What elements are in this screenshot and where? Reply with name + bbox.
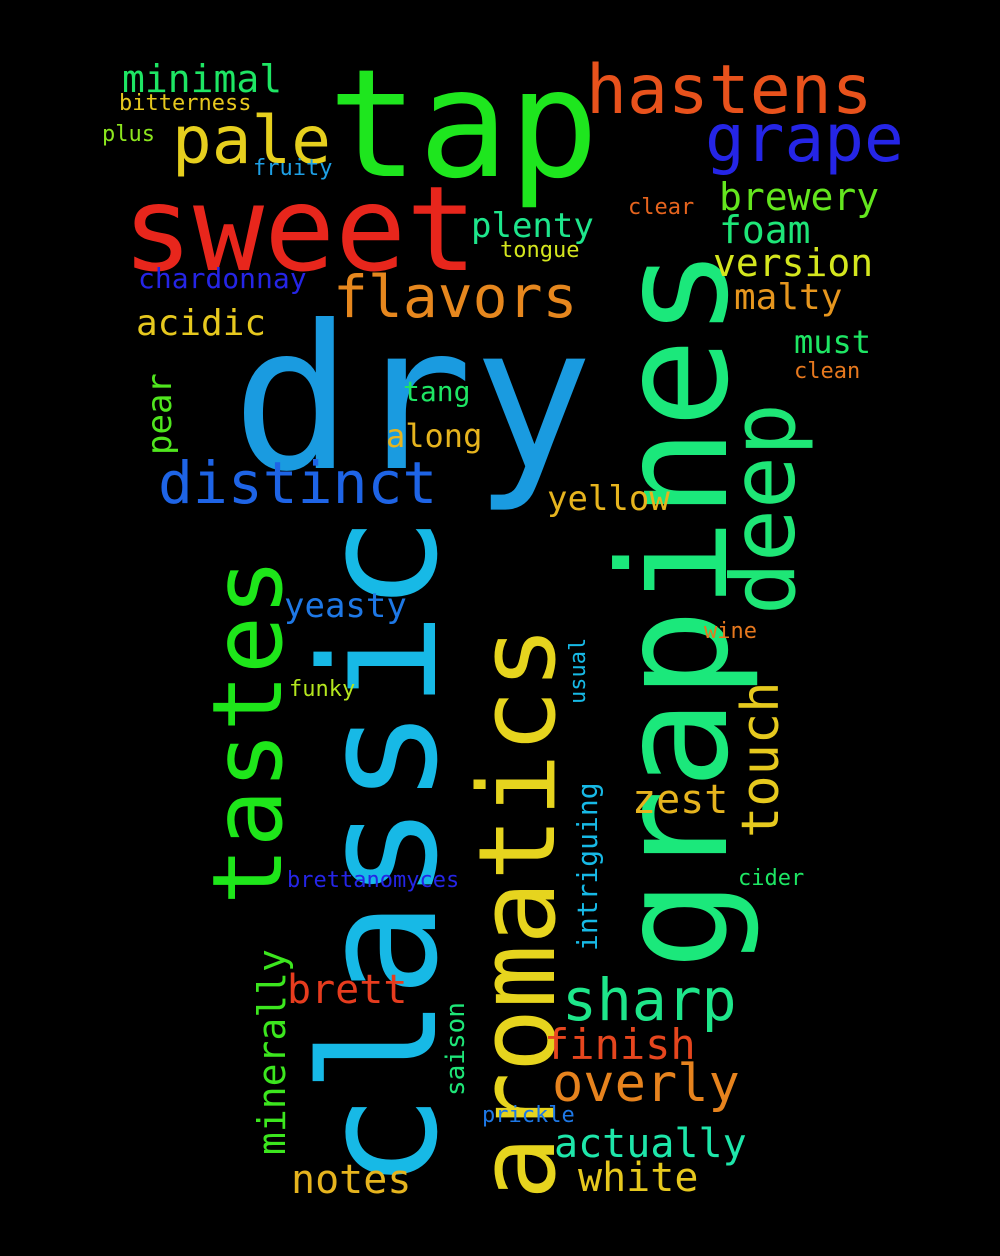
word-notes: notes xyxy=(291,1157,412,1203)
word-wine: wine xyxy=(704,619,757,644)
word-foam: foam xyxy=(719,208,811,252)
word-clean: clean xyxy=(794,359,861,384)
word-pear: pear xyxy=(140,373,180,455)
word-tap: tap xyxy=(328,38,599,212)
word-flavors: flavors xyxy=(333,263,578,331)
word-sweet: sweet xyxy=(122,160,478,298)
word-clear: clear xyxy=(628,195,695,220)
word-overly: overly xyxy=(552,1054,740,1114)
word-finish: finish xyxy=(544,1020,696,1069)
word-white: white xyxy=(578,1155,699,1201)
word-sharp: sharp xyxy=(562,966,737,1034)
word-chardonnay: chardonnay xyxy=(138,262,307,295)
word-brewery: brewery xyxy=(719,175,880,219)
word-cider: cider xyxy=(738,866,805,891)
word-deep: deep xyxy=(712,403,815,615)
word-touch: touch xyxy=(731,681,791,838)
word-actually: actually xyxy=(554,1121,747,1167)
word-tang: tang xyxy=(403,375,471,408)
word-fruity: fruity xyxy=(253,156,333,181)
word-pale: pale xyxy=(172,102,331,179)
word-intriguing: intriguing xyxy=(571,782,604,951)
word-usual: usual xyxy=(566,637,591,704)
word-yellow: yellow xyxy=(547,479,670,519)
word-brettanomyces: brettanomyces xyxy=(287,868,460,893)
word-grape: grape xyxy=(705,100,904,177)
word-tastes: tastes xyxy=(192,558,304,905)
word-version: version xyxy=(713,241,874,285)
word-brett: brett xyxy=(287,967,408,1013)
word-bitterness: bitterness xyxy=(119,91,252,116)
word-along: along xyxy=(386,417,483,455)
word-yeasty: yeasty xyxy=(284,586,407,626)
word-acidic: acidic xyxy=(136,303,267,344)
word-zest: zest xyxy=(632,777,729,823)
word-malty: malty xyxy=(734,277,843,318)
word-funky: funky xyxy=(289,677,356,702)
word-saison: saison xyxy=(441,1002,471,1096)
word-plenty: plenty xyxy=(471,206,594,246)
word-dry: dry xyxy=(232,283,594,516)
word-hastens: hastens xyxy=(586,51,873,130)
word-plus: plus xyxy=(102,122,155,147)
word-must: must xyxy=(794,323,872,361)
word-minerally: minerally xyxy=(250,949,294,1155)
word-prickle: prickle xyxy=(482,1103,575,1128)
word-distinct: distinct xyxy=(158,449,438,517)
word-minimal: minimal xyxy=(122,57,283,101)
word-tongue: tongue xyxy=(500,238,580,263)
